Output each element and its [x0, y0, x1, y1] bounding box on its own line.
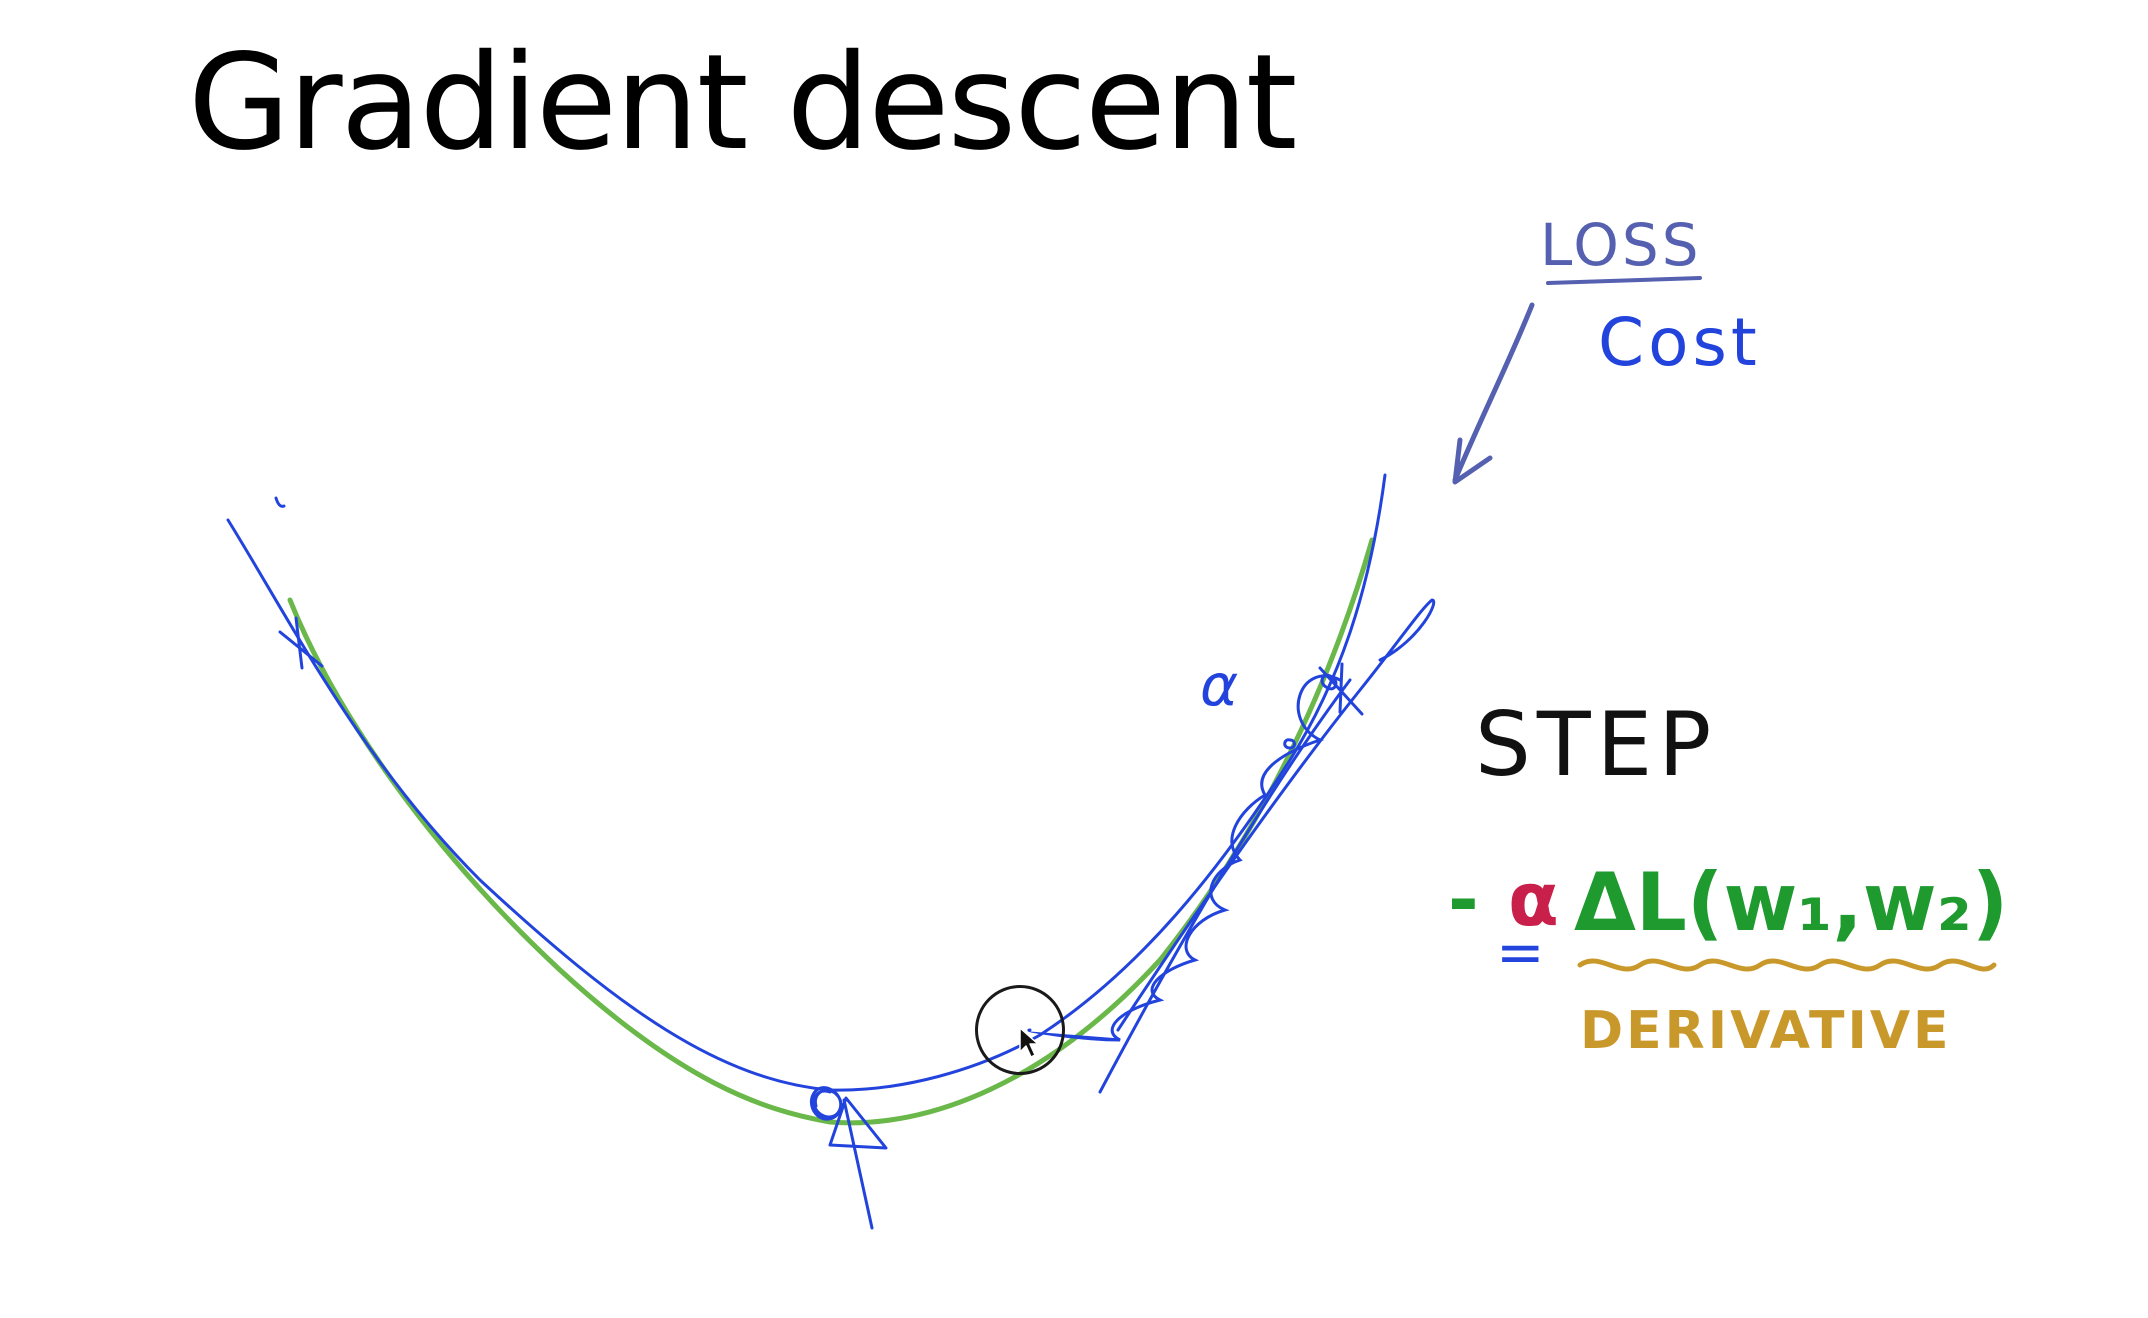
slide-title: Gradient descent [188, 26, 1297, 180]
cost-label: Cost [1598, 304, 1761, 381]
loss-cost-divider [1546, 276, 1702, 285]
pointer-arrow [1452, 302, 1535, 485]
mouse-pointer-icon [1019, 1027, 1039, 1058]
formula-gradient: ΔL(w₁,w₂) [1574, 856, 2008, 949]
minimum-scribble [809, 1086, 843, 1121]
tangent-line-2 [1116, 598, 1436, 1032]
x-mark-left [278, 616, 324, 670]
tick-top-left [274, 496, 286, 508]
formula-underline: = [1496, 918, 1545, 986]
derivative-wavy-underline [1577, 958, 1997, 972]
loss-curve-blue [226, 473, 1387, 1092]
cursor-highlight-ring [975, 985, 1065, 1075]
minimum-arrow [828, 1096, 888, 1230]
small-circle-right [1283, 673, 1338, 750]
gradient-steps-zigzag [1027, 674, 1342, 1042]
alpha-near-slope: α [1200, 651, 1238, 719]
loss-curve-green [287, 537, 1375, 1126]
formula-minus: - [1448, 857, 1479, 943]
formula-alpha: α [1508, 857, 1559, 943]
loss-label: LOSS [1540, 211, 1702, 279]
derivative-label: DERIVATIVE [1580, 1001, 1952, 1061]
step-label: STEP [1475, 693, 1717, 796]
